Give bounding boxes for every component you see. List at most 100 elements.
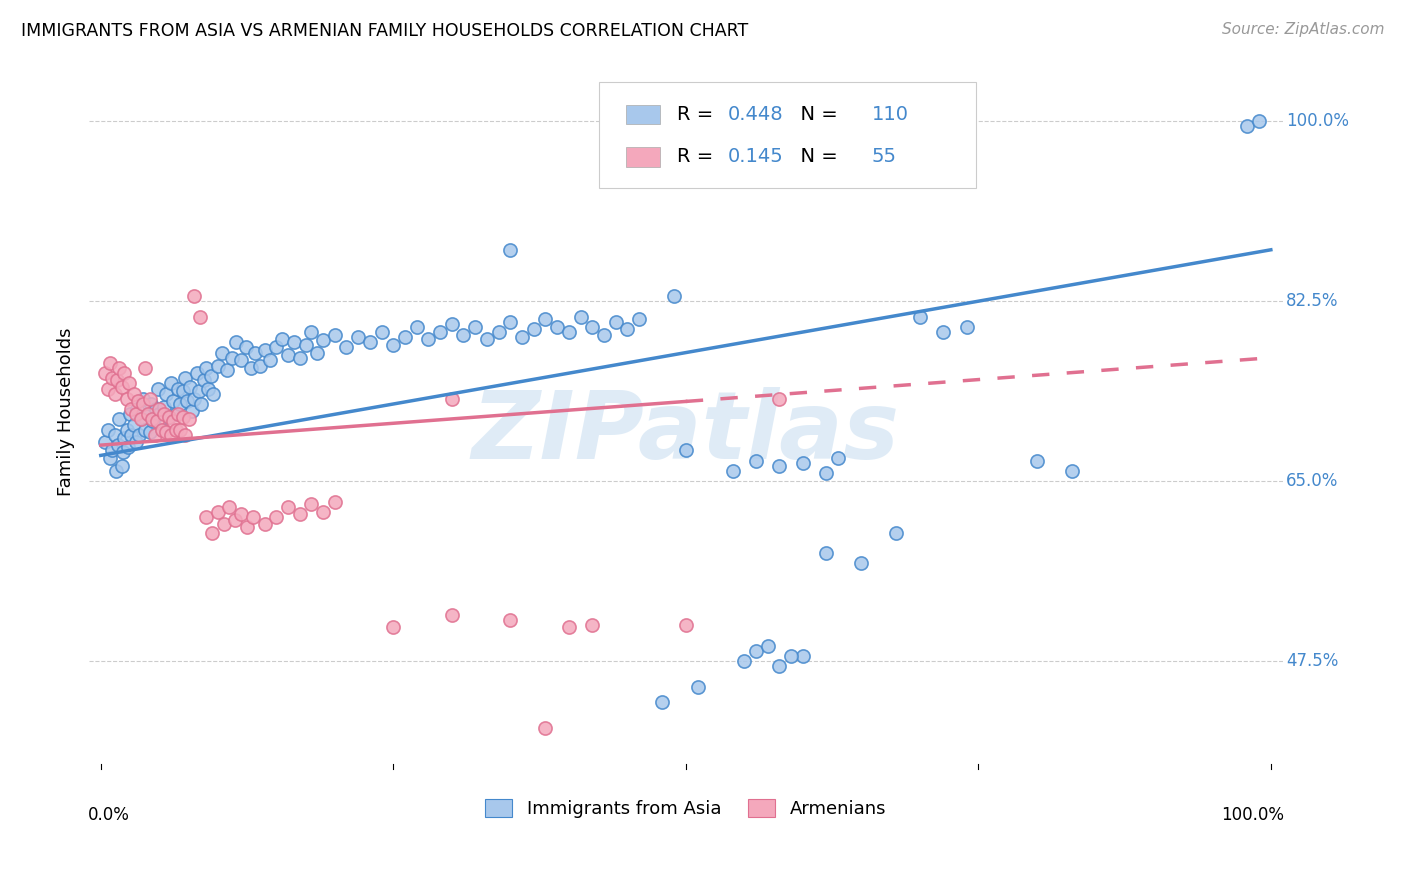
Point xyxy=(101,371,124,385)
Point xyxy=(1025,453,1047,467)
Point xyxy=(605,315,627,329)
Point xyxy=(792,456,814,470)
Point xyxy=(118,407,141,421)
Point xyxy=(768,392,790,406)
Point xyxy=(188,310,211,324)
Point xyxy=(179,379,201,393)
Point xyxy=(183,392,205,406)
Point xyxy=(94,435,117,450)
Point xyxy=(277,500,299,514)
Point xyxy=(827,451,849,466)
Text: 110: 110 xyxy=(872,105,910,124)
Point xyxy=(125,402,148,417)
Point xyxy=(211,345,233,359)
Point xyxy=(224,513,246,527)
Point xyxy=(120,402,142,417)
Point xyxy=(146,382,169,396)
Point xyxy=(139,425,162,439)
Point xyxy=(122,417,145,432)
Point xyxy=(440,317,463,331)
Text: 47.5%: 47.5% xyxy=(1286,652,1339,670)
Point xyxy=(105,373,128,387)
Point xyxy=(200,369,222,384)
Point xyxy=(157,410,180,425)
Point xyxy=(218,500,240,514)
Point xyxy=(266,510,288,524)
Text: 65.0%: 65.0% xyxy=(1286,472,1339,490)
Point xyxy=(312,505,335,519)
Point xyxy=(112,366,135,380)
Point xyxy=(221,351,243,365)
Point xyxy=(134,423,156,437)
Point xyxy=(183,289,205,303)
Text: 0.448: 0.448 xyxy=(727,105,783,124)
Point xyxy=(111,379,134,393)
Text: R =: R = xyxy=(678,147,720,166)
Point xyxy=(107,438,129,452)
Point xyxy=(1249,114,1271,128)
Point xyxy=(128,427,150,442)
Point xyxy=(129,412,152,426)
Point xyxy=(546,319,568,334)
Point xyxy=(146,415,169,429)
Point xyxy=(534,721,557,735)
Point xyxy=(122,386,145,401)
Point xyxy=(212,517,235,532)
Point xyxy=(745,644,768,658)
Legend: Immigrants from Asia, Armenians: Immigrants from Asia, Armenians xyxy=(478,791,894,825)
Point xyxy=(499,243,522,257)
Point xyxy=(174,427,197,442)
Point xyxy=(181,404,204,418)
Point xyxy=(271,332,294,346)
Point xyxy=(195,510,218,524)
Point xyxy=(231,507,253,521)
Point xyxy=(253,517,276,532)
Point xyxy=(160,427,183,442)
Text: R =: R = xyxy=(678,105,720,124)
Bar xyxy=(626,147,659,167)
Point xyxy=(908,310,931,324)
Point xyxy=(148,407,170,421)
Point xyxy=(488,325,510,339)
Point xyxy=(108,412,131,426)
Point xyxy=(394,330,416,344)
Point xyxy=(148,402,170,417)
Text: 100.0%: 100.0% xyxy=(1220,806,1284,824)
Point xyxy=(125,407,148,421)
Point xyxy=(125,435,148,450)
Point xyxy=(94,366,117,380)
Point xyxy=(195,361,218,376)
Point xyxy=(190,397,212,411)
Point xyxy=(475,332,498,346)
Point xyxy=(370,325,392,339)
Text: ZIPatlas: ZIPatlas xyxy=(472,387,900,479)
Point xyxy=(115,423,138,437)
Point xyxy=(745,453,768,467)
Point xyxy=(440,607,463,622)
Point xyxy=(464,319,486,334)
Point xyxy=(111,445,134,459)
Point xyxy=(98,451,121,466)
Point xyxy=(932,325,955,339)
Point xyxy=(127,393,149,408)
Point xyxy=(101,443,124,458)
Point xyxy=(569,310,592,324)
FancyBboxPatch shape xyxy=(599,82,976,188)
Point xyxy=(768,458,790,473)
Point xyxy=(112,431,135,445)
Point xyxy=(155,386,177,401)
Point xyxy=(299,325,322,339)
Point xyxy=(335,341,357,355)
Point xyxy=(143,427,166,442)
Point xyxy=(225,335,247,350)
Point xyxy=(851,557,873,571)
Point xyxy=(523,322,546,336)
Text: 0.145: 0.145 xyxy=(727,147,783,166)
Point xyxy=(104,427,127,442)
Point xyxy=(120,427,142,442)
Point xyxy=(169,397,191,411)
Y-axis label: Family Households: Family Households xyxy=(58,327,75,496)
Point xyxy=(136,407,159,421)
Point xyxy=(510,330,533,344)
Point xyxy=(155,425,177,439)
